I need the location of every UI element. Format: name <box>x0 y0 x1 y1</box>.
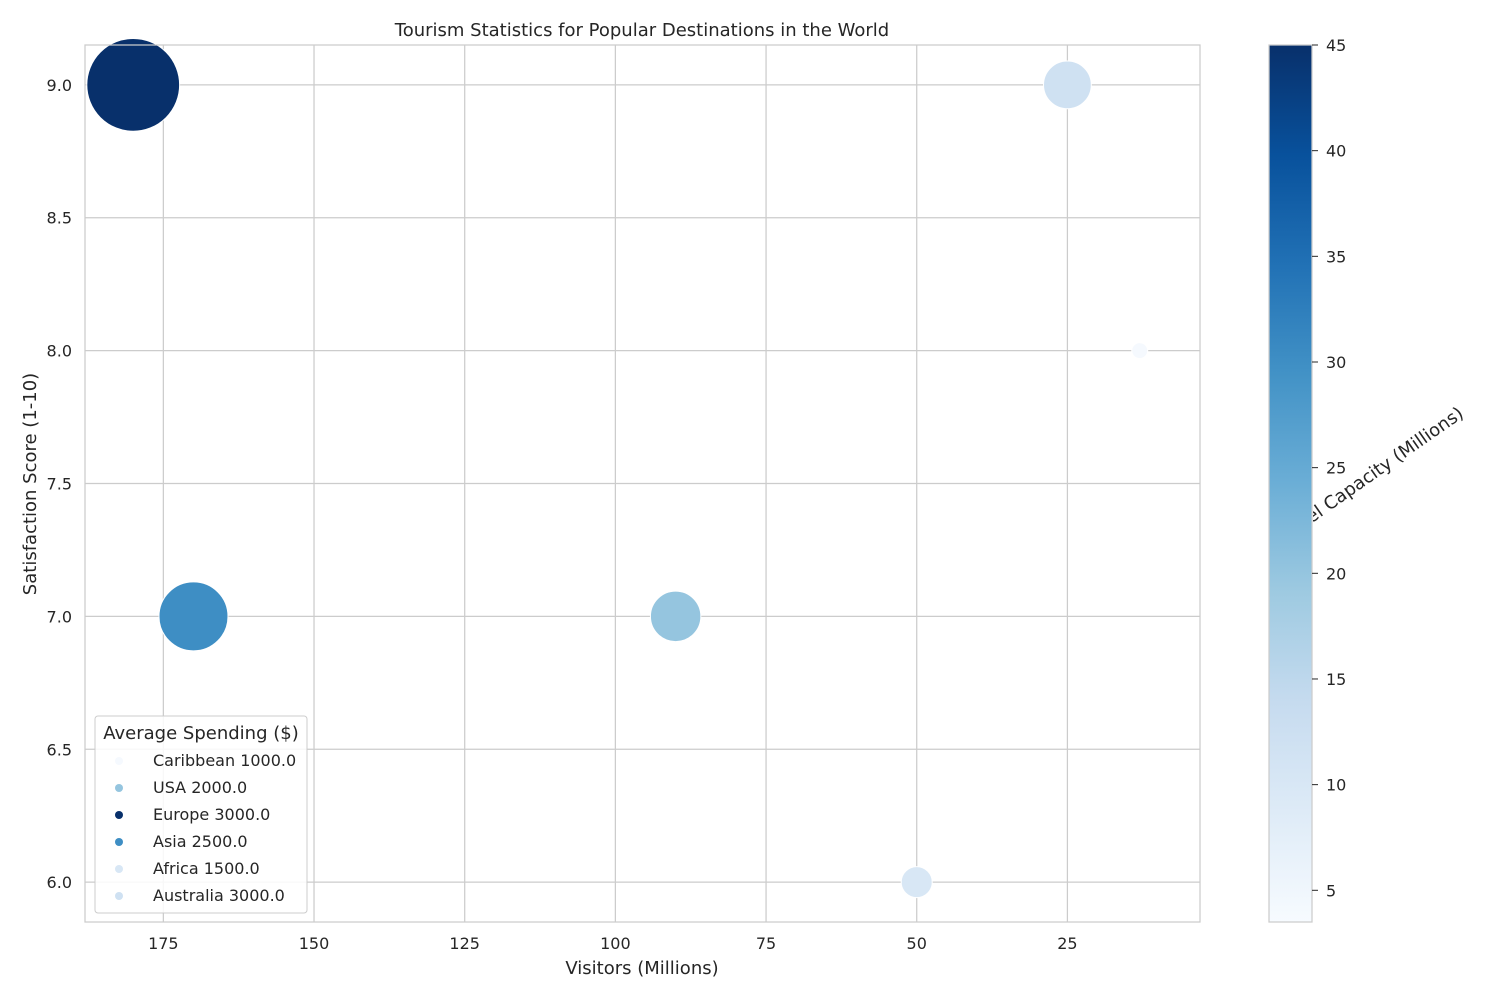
data-point-asia <box>158 581 229 652</box>
y-tick-label: 6.0 <box>47 873 72 892</box>
data-point-africa <box>900 866 933 899</box>
legend-marker <box>115 892 123 900</box>
y-tick-label: 7.5 <box>47 475 72 494</box>
data-point-australia <box>1043 60 1092 110</box>
x-tick-label: 150 <box>299 934 330 953</box>
y-tick-label: 7.0 <box>47 607 72 626</box>
x-tick-label: 100 <box>600 934 631 953</box>
plot-frame <box>84 44 1201 923</box>
colorbar-tick-label: 20 <box>1326 564 1346 583</box>
legend-entries: Caribbean 1000.0 USA 2000.0 Europe 3000.0 A… <box>115 751 296 905</box>
colorbar-frame <box>1268 44 1313 923</box>
legend-label: Africa 1500.0 <box>153 859 260 878</box>
legend-marker <box>115 811 123 819</box>
x-tick-label: 125 <box>449 934 480 953</box>
colorbar-tick-label: 5 <box>1326 881 1336 900</box>
colorbar-tick-label: 40 <box>1326 142 1346 161</box>
colorbar-tick-label: 45 <box>1326 36 1346 55</box>
x-axis-label: Visitors (Millions) <box>565 958 718 979</box>
y-axis-label: Satisfaction Score (1-10) <box>20 373 41 595</box>
legend-marker <box>115 865 123 873</box>
data-point-europe <box>86 37 181 132</box>
x-tick-label: 75 <box>756 934 776 953</box>
colorbar-tick-label: 10 <box>1326 776 1346 795</box>
legend-marker <box>115 784 123 792</box>
x-tick-label: 175 <box>148 934 179 953</box>
legend-label: Caribbean 1000.0 <box>153 751 296 770</box>
legend: Average Spending ($) Caribbean 1000.0 USA… <box>94 715 308 914</box>
y-tick-label: 8.5 <box>47 209 72 228</box>
colorbar: 5 10 15 20 25 30 35 40 45 <box>1268 36 1346 923</box>
x-ticks: 175 150 125 100 75 50 25 <box>148 934 1078 953</box>
data-point-caribbean <box>1131 342 1149 360</box>
colorbar-tick-label: 35 <box>1326 247 1346 266</box>
y-tick-label: 6.5 <box>47 740 72 759</box>
legend-label: Asia 2500.0 <box>153 832 248 851</box>
y-tick-label: 9.0 <box>47 76 72 95</box>
x-tick-label: 25 <box>1057 934 1077 953</box>
legend-label: USA 2000.0 <box>153 778 247 797</box>
colorbar-tick-label: 15 <box>1326 670 1346 689</box>
legend-label: Europe 3000.0 <box>153 805 270 824</box>
legend-title: Average Spending ($) <box>103 723 298 744</box>
y-ticks: 6.0 6.5 7.0 7.5 8.0 8.5 9.0 <box>47 76 72 892</box>
colorbar-tick-label: 30 <box>1326 353 1346 372</box>
legend-label: Australia 3000.0 <box>153 886 285 905</box>
colorbar-ticks: 5 10 15 20 25 30 35 40 45 <box>1312 36 1346 900</box>
legend-box <box>94 715 308 914</box>
x-tick-label: 50 <box>907 934 927 953</box>
chart-title: Tourism Statistics for Popular Destinati… <box>394 20 889 41</box>
data-point-usa <box>649 590 702 643</box>
legend-marker <box>115 757 123 765</box>
points-layer <box>86 37 1149 899</box>
colorbar-tick-label: 25 <box>1326 459 1346 478</box>
legend-marker <box>115 838 123 846</box>
colorbar-gradient <box>1269 45 1312 922</box>
y-tick-label: 8.0 <box>47 342 72 361</box>
